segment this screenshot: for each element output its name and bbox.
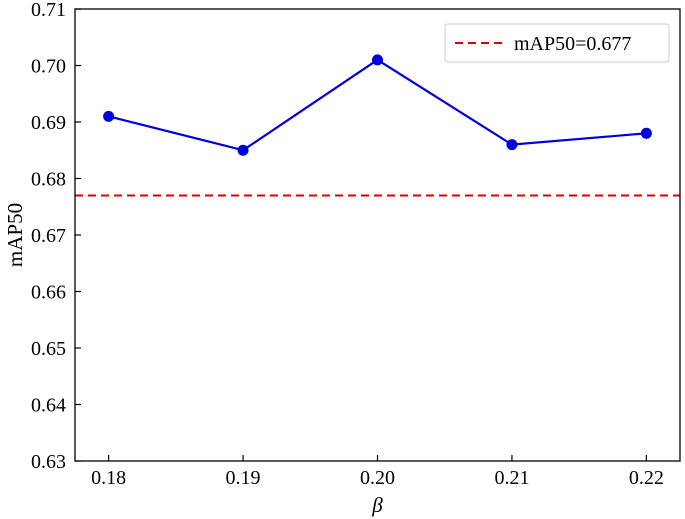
x-tick-label: 0.18 — [91, 467, 126, 489]
x-axis-title: β — [371, 493, 383, 517]
x-axis-ticks: 0.18 0.19 0.20 0.21 0.22 — [91, 455, 664, 489]
y-tick-label: 0.65 — [31, 338, 66, 360]
x-tick-label: 0.21 — [494, 467, 529, 489]
data-point — [640, 127, 652, 139]
x-tick-label: 0.20 — [360, 467, 395, 489]
legend-label: mAP50=0.677 — [514, 33, 631, 55]
y-tick-label: 0.66 — [31, 282, 66, 304]
y-tick-label: 0.71 — [31, 0, 66, 21]
y-tick-label: 0.67 — [31, 225, 66, 247]
y-tick-label: 0.63 — [31, 451, 66, 473]
data-point — [372, 54, 383, 66]
series-line — [108, 58, 647, 152]
data-point — [506, 139, 518, 151]
x-tick-label: 0.19 — [226, 467, 261, 489]
y-tick-label: 0.68 — [31, 169, 66, 191]
y-axis-title: mAP50 — [3, 203, 27, 267]
legend-box — [444, 23, 670, 63]
plot-frame — [74, 8, 681, 462]
y-tick-label: 0.64 — [31, 395, 66, 417]
data-point — [103, 110, 115, 122]
data-point — [237, 144, 249, 156]
series-layer — [103, 54, 652, 156]
x-tick-label: 0.22 — [629, 467, 664, 489]
y-tick-label: 0.70 — [31, 56, 66, 78]
y-axis-ticks: 0.63 0.64 0.65 0.66 0.67 0.68 0.69 0.70 0.71 — [31, 0, 81, 473]
legend: mAP50=0.677 — [444, 23, 670, 63]
y-tick-label: 0.69 — [31, 112, 66, 134]
